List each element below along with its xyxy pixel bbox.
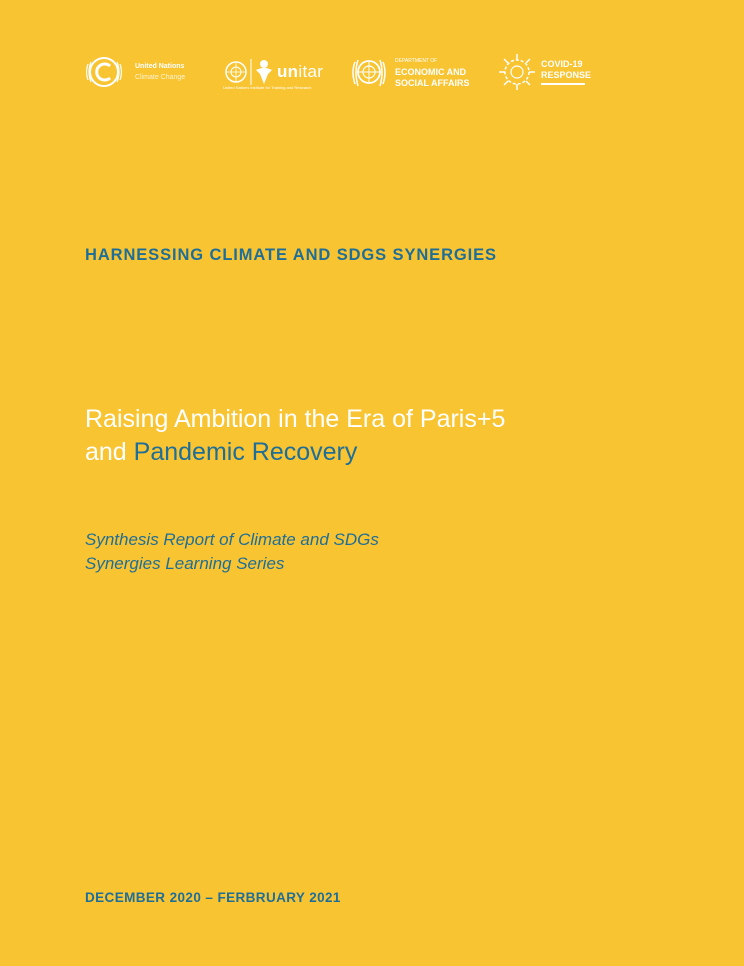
covid-response-logo: COVID-19 RESPONSE (497, 52, 591, 92)
unfccc-logo: United Nations Climate Change (83, 52, 185, 92)
subtitle-line-1: Synthesis Report of Climate and SDGs (85, 530, 379, 549)
covid-line-1: COVID-19 (541, 59, 583, 69)
unfccc-name: United Nations (135, 63, 185, 70)
unitar-logo: unitar United Nations Institute for Trai… (223, 52, 323, 92)
un-emblem-icon (225, 61, 247, 83)
report-subtitle: Synthesis Report of Climate and SDGs Syn… (85, 528, 605, 576)
desa-line-3: SOCIAL AFFAIRS (395, 77, 470, 88)
series-title: HARNESSING CLIMATE AND SDGS SYNERGIES (85, 246, 497, 264)
covid-underline (541, 83, 585, 85)
un-emblem-icon (352, 59, 386, 87)
report-title: Raising Ambition in the Era of Paris+5 a… (85, 403, 645, 469)
unitar-tagline: United Nations Institute for Training an… (223, 85, 312, 90)
un-desa-logo: DEPARTMENT OF ECONOMIC AND SOCIAL AFFAIR… (349, 52, 470, 92)
title-line-1: Raising Ambition in the Era of Paris+5 (85, 405, 506, 433)
desa-line-2: ECONOMIC AND (395, 66, 467, 77)
covid-emblem-icon (499, 54, 535, 90)
date-range: DECEMBER 2020 – FERBRUARY 2021 (85, 890, 341, 905)
unitar-wordmark: unitar (277, 62, 324, 81)
desa-line-1: DEPARTMENT OF (395, 57, 438, 64)
unitar-figure-icon (256, 60, 272, 84)
title-highlight: Pandemic Recovery (133, 438, 358, 466)
title-line-2-prefix: and (85, 438, 134, 466)
covid-line-2: RESPONSE (541, 70, 592, 80)
partner-logos: United Nations Climate Change unitar Uni… (83, 52, 603, 92)
logo-divider (250, 59, 252, 85)
unfccc-emblem-icon (85, 57, 123, 87)
unfccc-subname: Climate Change (135, 74, 186, 81)
subtitle-line-2: Synergies Learning Series (85, 554, 285, 573)
